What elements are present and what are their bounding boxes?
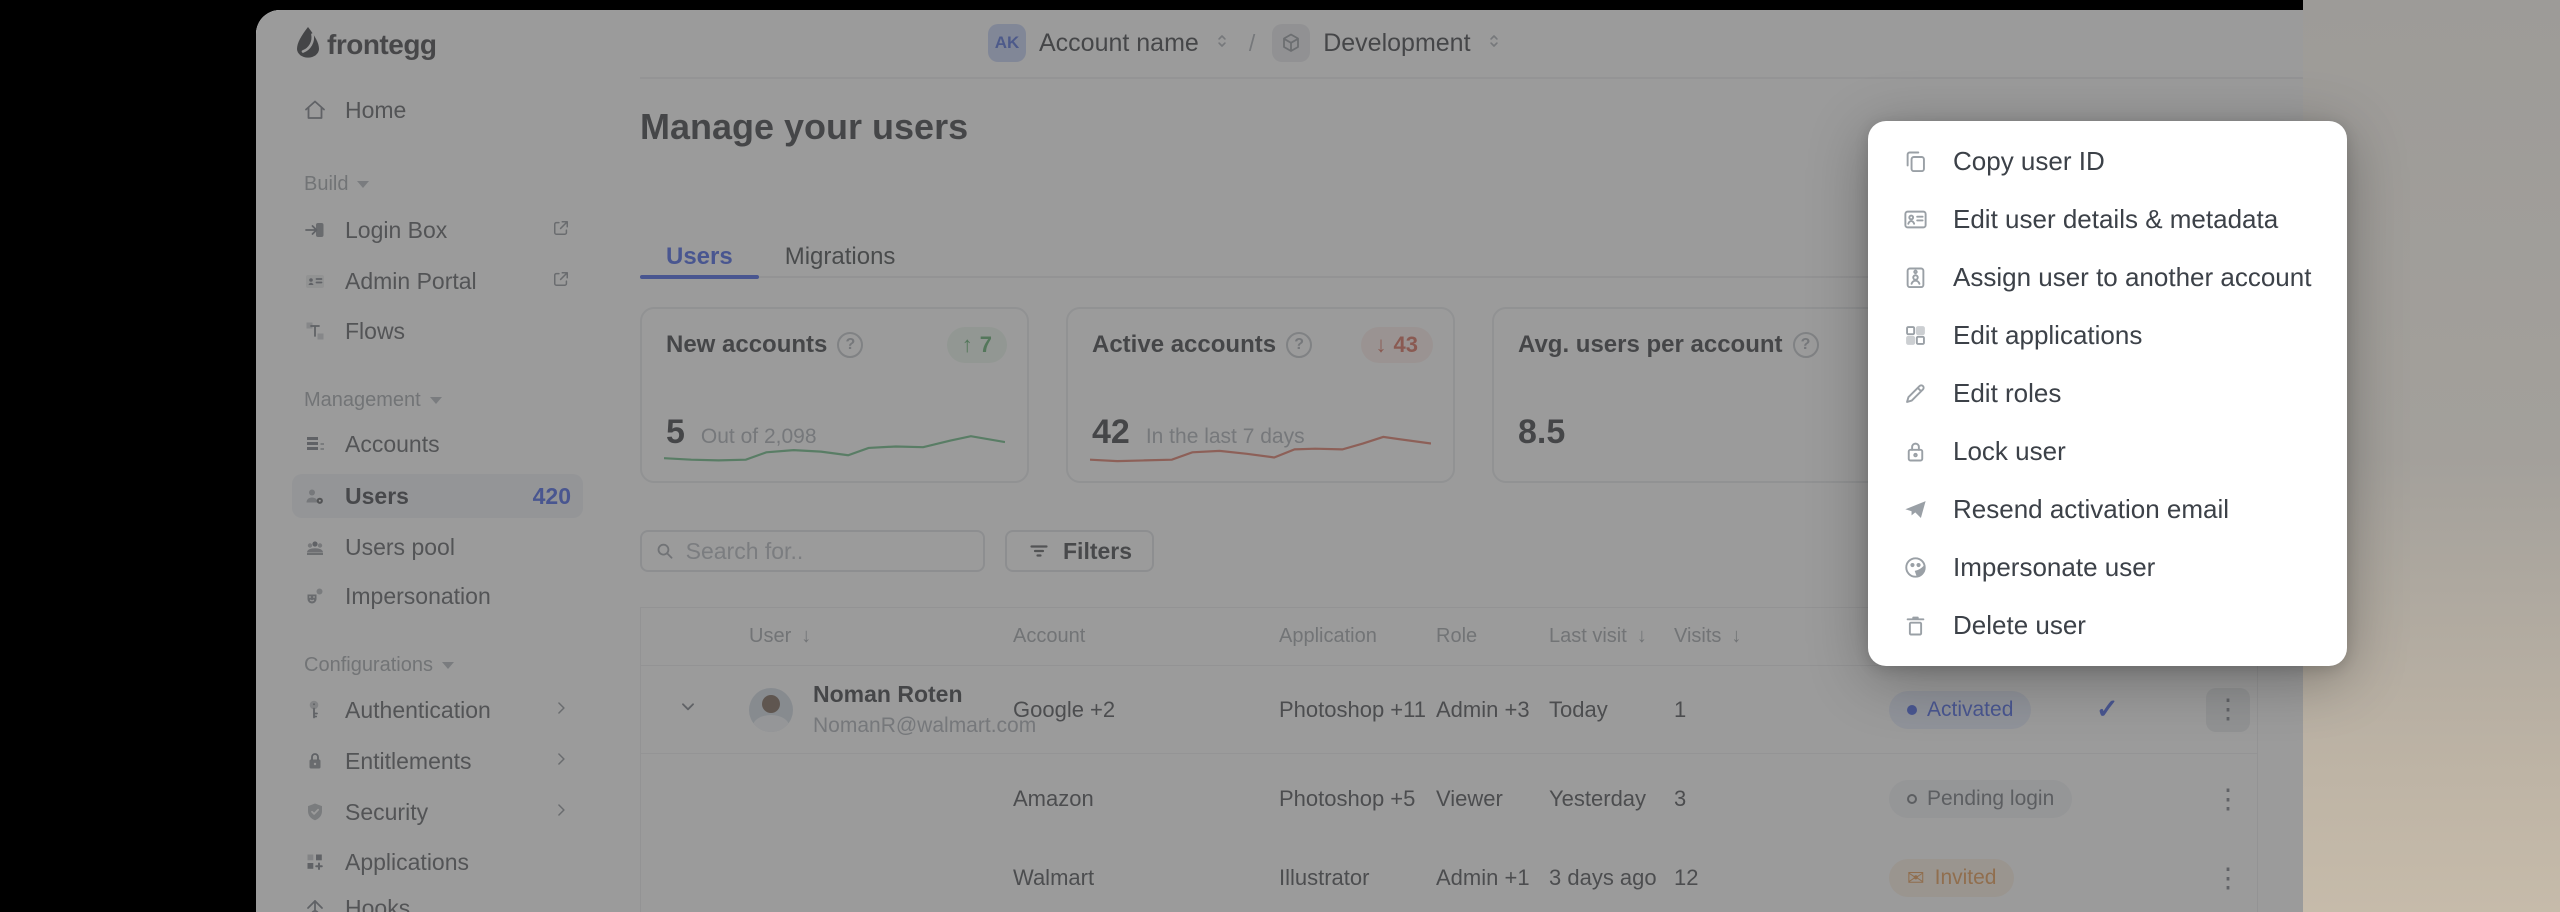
menu-item-edit-applications[interactable]: Edit applications bbox=[1868, 306, 2347, 364]
id-badge-icon bbox=[1902, 264, 1929, 291]
apps-grid-icon bbox=[1902, 322, 1929, 349]
menu-item-delete-user[interactable]: Delete user bbox=[1868, 596, 2347, 654]
trash-icon bbox=[1902, 612, 1929, 639]
menu-item-copy-user-id[interactable]: Copy user ID bbox=[1868, 132, 2347, 190]
menu-item-lock-user[interactable]: Lock user bbox=[1868, 422, 2347, 480]
menu-item-impersonate-user[interactable]: Impersonate user bbox=[1868, 538, 2347, 596]
contact-card-icon bbox=[1902, 206, 1929, 233]
menu-item-edit-user-details[interactable]: Edit user details & metadata bbox=[1868, 190, 2347, 248]
menu-item-edit-roles[interactable]: Edit roles bbox=[1868, 364, 2347, 422]
menu-item-resend-activation-email[interactable]: Resend activation email bbox=[1868, 480, 2347, 538]
menu-item-assign-user[interactable]: Assign user to another account bbox=[1868, 248, 2347, 306]
copy-icon bbox=[1902, 148, 1929, 175]
user-actions-context-menu: Copy user ID Edit user details & metadat… bbox=[1868, 121, 2347, 666]
pencil-icon bbox=[1902, 380, 1929, 407]
lock-icon bbox=[1902, 438, 1929, 465]
impersonate-face-icon bbox=[1902, 554, 1929, 581]
send-icon bbox=[1902, 496, 1929, 523]
